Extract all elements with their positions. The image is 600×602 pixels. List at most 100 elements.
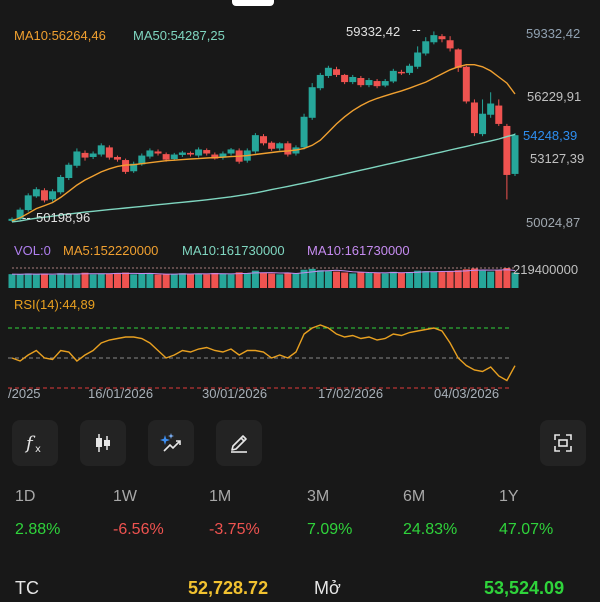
- volume-bar: [113, 272, 121, 288]
- candle-body: [316, 74, 324, 89]
- candle-body: [65, 164, 73, 178]
- volume-bar: [211, 272, 219, 288]
- candle-body: [503, 125, 511, 175]
- candle-body: [341, 74, 349, 83]
- vol-legend: VOL:0: [14, 243, 51, 258]
- candle-body: [260, 136, 267, 144]
- vol-ma5-legend: MA5:152220000: [63, 243, 158, 258]
- ma10-line: [11, 63, 516, 222]
- volume-bar: [105, 273, 113, 288]
- candle-body: [430, 35, 438, 43]
- rsi-legend: RSI(14):44,89: [14, 297, 95, 312]
- price-chart[interactable]: 59332,42 56229,91 54248,39 53127,39 5002…: [0, 0, 600, 405]
- timeframe-3m[interactable]: 3M: [307, 488, 330, 505]
- price-axis-label: 56229,91: [527, 89, 581, 104]
- change-1d: 2.88%: [15, 521, 61, 538]
- volume-bar: [89, 274, 97, 288]
- volume-bar: [503, 268, 511, 288]
- volume-bar: [162, 274, 170, 288]
- volume-bar: [300, 269, 308, 288]
- volume-bar: [122, 272, 130, 288]
- volume-bar: [49, 274, 57, 288]
- candles: [8, 31, 519, 222]
- ai-analysis-button[interactable]: [148, 420, 194, 466]
- volume-bar: [397, 272, 405, 288]
- candle-body: [300, 116, 308, 148]
- volume-bar: [260, 272, 267, 288]
- volume-bar: [462, 269, 470, 288]
- candle-body: [162, 154, 170, 160]
- timeframe-1d[interactable]: 1D: [15, 488, 36, 505]
- candle-body: [357, 78, 365, 86]
- volume-bar: [406, 272, 414, 288]
- function-icon: f x: [24, 433, 41, 454]
- candle-body: [154, 151, 162, 154]
- current-price-tag-bg: [521, 127, 597, 143]
- candle-body: [406, 65, 414, 73]
- candle-body: [381, 81, 389, 86]
- timeframe-1y[interactable]: 1Y: [499, 488, 519, 505]
- ma10-legend: MA10:56264,46: [14, 28, 106, 43]
- timeframe-1w[interactable]: 1W: [113, 488, 137, 505]
- high-marker-line: --: [412, 22, 421, 37]
- volume-bar: [487, 271, 495, 288]
- candle-body: [268, 142, 276, 149]
- candle-body: [397, 71, 405, 74]
- fullscreen-button[interactable]: [540, 420, 586, 466]
- candle-body: [81, 152, 89, 158]
- timeframe-row: 1D 1W 1M 3M 6M 1Y: [0, 488, 600, 508]
- timeframe-1m[interactable]: 1M: [209, 488, 232, 505]
- volume-bar: [170, 274, 178, 288]
- date-axis-label: 04/03/2026: [434, 386, 499, 401]
- candle-body: [446, 40, 454, 49]
- chart-toolbar: f x: [0, 420, 600, 466]
- candle-body: [454, 49, 462, 68]
- volume-bar: [178, 273, 186, 288]
- candle-body: [276, 143, 284, 149]
- volume-bar: [276, 274, 284, 288]
- candle-body: [227, 149, 235, 154]
- candle-body: [324, 67, 332, 76]
- date-axis-label: 16/01/2026: [88, 386, 153, 401]
- volume-axis-label: 219400000: [513, 262, 578, 277]
- volume-bar: [73, 274, 81, 288]
- volume-bar: [186, 273, 194, 288]
- candle-body: [73, 151, 81, 166]
- volume-bar: [511, 272, 519, 288]
- draw-button[interactable]: [216, 420, 262, 466]
- status-notch: [232, 0, 274, 6]
- candle-body: [105, 147, 113, 158]
- candle-body: [284, 143, 292, 155]
- candle-body: [219, 153, 227, 158]
- function-button[interactable]: f x: [12, 420, 58, 466]
- candle-body: [422, 41, 430, 54]
- chart-type-button[interactable]: [80, 420, 126, 466]
- volume-bar: [203, 274, 211, 288]
- date-axis-label: 30/01/2026: [202, 386, 267, 401]
- volume-bar: [97, 273, 105, 288]
- volume-bar: [495, 269, 503, 288]
- low-price-marker: 50198,96: [36, 210, 90, 225]
- svg-text:x: x: [35, 444, 41, 454]
- volume-bar: [40, 273, 48, 288]
- volume-bar: [414, 270, 422, 288]
- volume-bar: [365, 272, 373, 288]
- volume-bar: [341, 272, 349, 288]
- volume-bar: [316, 270, 324, 288]
- ai-sparkle-icon: [160, 433, 181, 452]
- low-marker-line: --: [22, 210, 31, 225]
- candlestick-icon: [96, 434, 110, 452]
- volume-bar: [24, 273, 32, 288]
- candle-body: [195, 149, 203, 156]
- timeframe-6m[interactable]: 6M: [403, 488, 426, 505]
- volume-bar: [219, 273, 227, 288]
- candle-body: [24, 195, 32, 211]
- quote-row: TC 52,728.72 Mở 53,524.09: [0, 578, 600, 602]
- candle-body: [122, 160, 130, 172]
- date-axis-label: /2025: [8, 386, 41, 401]
- change-1w: -6.56%: [113, 521, 164, 538]
- vol-ma10b-legend: MA10:161730000: [307, 243, 410, 258]
- candle-body: [40, 190, 48, 201]
- candle-body: [389, 70, 397, 82]
- tc-value: 52,728.72: [188, 578, 269, 598]
